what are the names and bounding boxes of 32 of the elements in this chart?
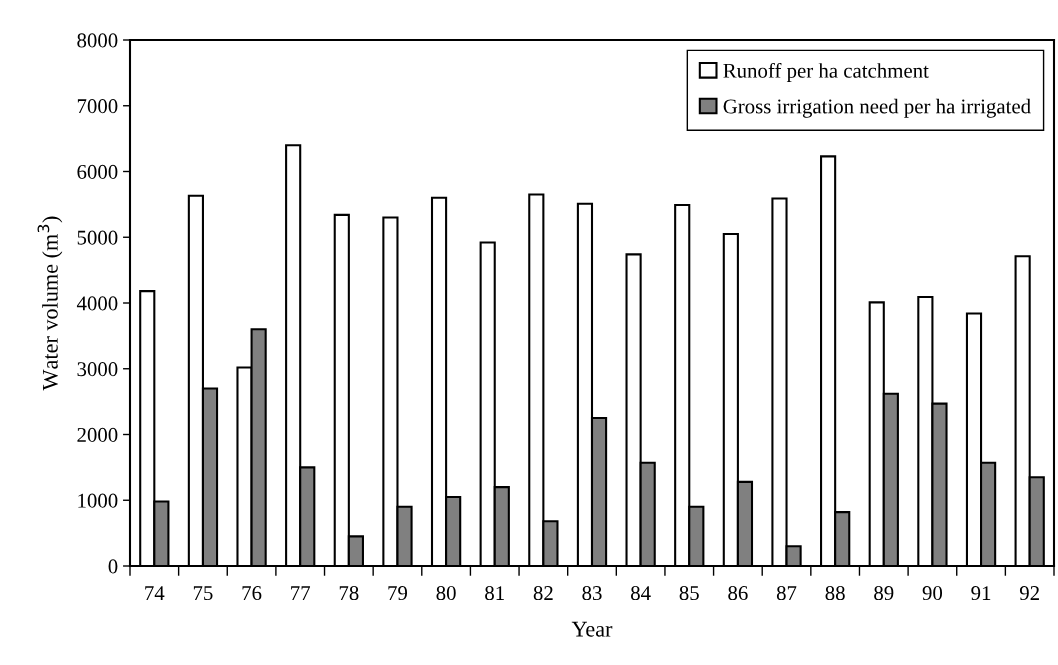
x-tick-label: 84: [631, 586, 651, 601]
x-tick-label: 90: [922, 586, 943, 601]
y-tick-label: 3000: [77, 362, 118, 377]
legend-label: Gross irrigation need per ha irrigated: [723, 98, 1031, 118]
x-tick-label: 91: [971, 586, 991, 601]
x-tick-label: 80: [436, 586, 456, 601]
x-tick-label: 76: [242, 586, 262, 601]
x-tick-label: 75: [193, 586, 213, 601]
x-axis-title: Year: [571, 621, 613, 637]
x-tick-label: 86: [728, 586, 748, 601]
y-tick-label: 7000: [77, 99, 118, 114]
x-tick-label: 92: [1019, 586, 1039, 601]
y-axis-title: Water volume (m$^{3}$): [37, 216, 63, 391]
legend-label: Runoff per ha catchment: [723, 62, 929, 83]
y-tick-label: 2000: [77, 427, 118, 442]
x-tick-label: 87: [776, 586, 797, 601]
x-tick-label: 85: [679, 586, 699, 601]
y-tick-label: 0: [108, 559, 118, 574]
x-tick-label: 88: [825, 586, 845, 601]
y-tick-label: 5000: [77, 230, 118, 245]
x-tick-label: 82: [533, 586, 553, 601]
x-tick-label: 89: [874, 586, 894, 601]
x-tick-label: 77: [291, 586, 311, 600]
x-tick-label: 78: [339, 586, 359, 601]
x-tick-label: 83: [582, 586, 602, 601]
x-tick-label: 74: [145, 586, 165, 600]
x-tick-label: 81: [485, 586, 504, 601]
y-tick-label: 6000: [77, 164, 118, 179]
x-tick-label: 79: [388, 586, 408, 601]
y-tick-label: 1000: [78, 493, 118, 508]
y-tick-label: 4000: [76, 296, 118, 311]
y-tick-label: 8000: [77, 33, 118, 48]
